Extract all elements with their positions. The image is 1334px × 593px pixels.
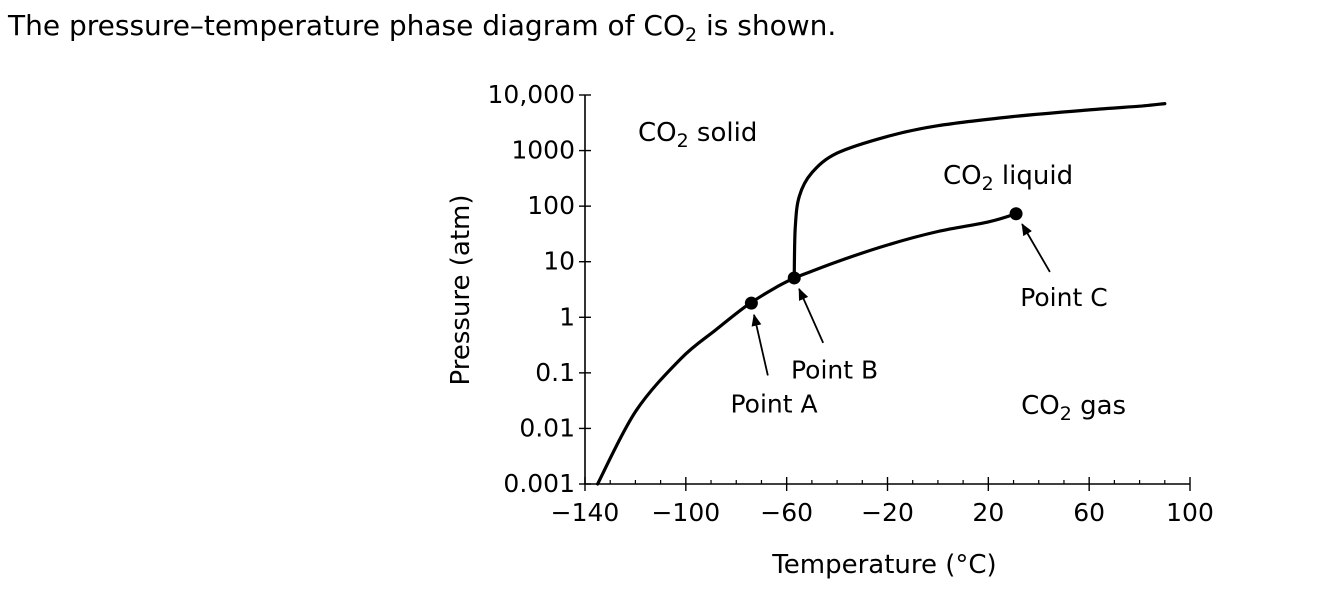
x-tick-label: −100: [651, 498, 720, 527]
region-label-phase: gas: [1072, 391, 1126, 421]
point-b-arrow: [798, 288, 824, 344]
vaporization-curve: [792, 212, 1018, 280]
point-b-marker: [787, 271, 801, 285]
y-axis-label: Pressure (atm): [446, 194, 476, 385]
region-label: CO2 liquid: [943, 161, 1073, 195]
region-label-phase: liquid: [994, 161, 1073, 191]
point-c-label: Point C: [1020, 283, 1107, 312]
question-text-start: The pressure–temperature phase diagram o…: [8, 9, 686, 42]
y-tick-label: 0.01: [519, 413, 575, 442]
point-b-label: Point B: [791, 355, 878, 384]
y-tick-label: 10,000: [488, 80, 575, 109]
x-tick-label: 20: [972, 498, 1004, 527]
y-tick-label: 10: [543, 247, 575, 276]
x-tick-label: −60: [760, 498, 813, 527]
point-c-arrow: [1021, 223, 1051, 273]
question-text: The pressure–temperature phase diagram o…: [8, 9, 837, 45]
point-c-marker: [1009, 207, 1023, 221]
y-tick-label: 0.001: [503, 469, 575, 498]
point-a-marker: [744, 296, 758, 310]
region-label-base: CO: [1021, 391, 1060, 421]
region-label-phase: solid: [689, 118, 758, 148]
x-axis-label: Temperature (°C): [771, 550, 996, 580]
region-label-subscript: 2: [677, 130, 689, 152]
point-a-arrow: [751, 313, 769, 376]
x-tick-label: −20: [861, 498, 914, 527]
question-text-end: is shown.: [697, 9, 837, 42]
region-label-base: CO: [943, 161, 982, 191]
question-subscript: 2: [685, 24, 698, 46]
region-label: CO2 gas: [1021, 391, 1126, 425]
y-tick-label: 1000: [511, 136, 575, 165]
region-label: CO2 solid: [638, 118, 757, 152]
region-label-subscript: 2: [982, 173, 994, 195]
x-tick-label: −140: [551, 498, 620, 527]
melting-curve: [792, 102, 1167, 280]
region-label-base: CO: [638, 118, 677, 148]
sublimation-curve: [596, 276, 796, 486]
region-label-subscript: 2: [1060, 403, 1072, 425]
x-tick-label: 60: [1073, 498, 1105, 527]
point-a-label: Point A: [731, 390, 818, 419]
x-tick-label: 100: [1166, 498, 1214, 527]
y-tick-label: 1: [559, 302, 575, 331]
y-tick-label: 100: [527, 191, 575, 220]
y-tick-label: 0.1: [535, 358, 575, 387]
